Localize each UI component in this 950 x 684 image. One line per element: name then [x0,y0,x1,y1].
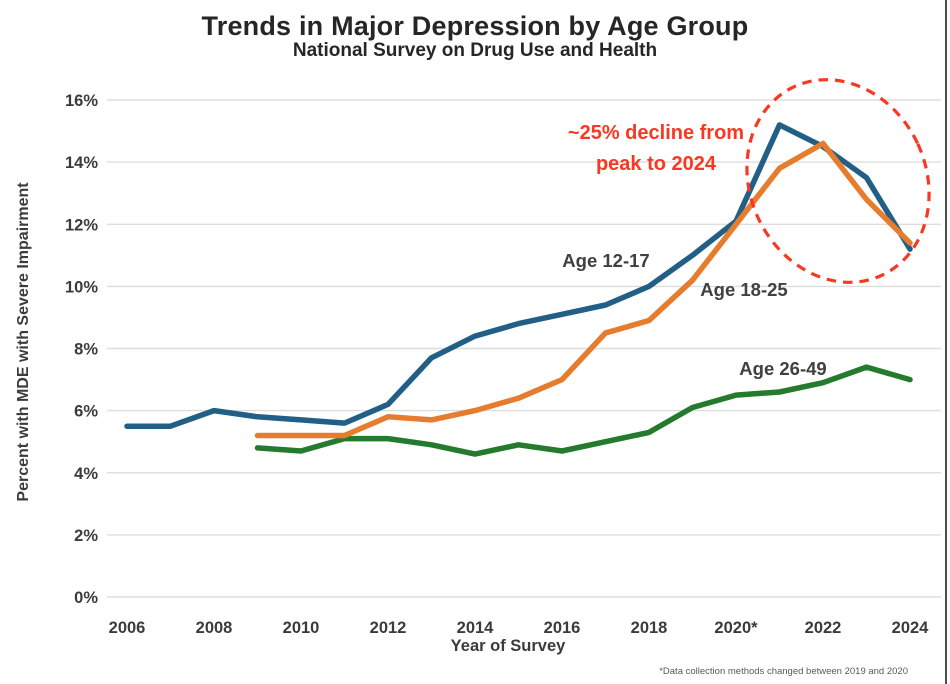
x-tick-label: 2006 [109,619,146,637]
series-line-age-26-49 [254,364,913,457]
y-tick-label: 8% [74,341,98,359]
series-label-age-18-25: Age 18-25 [700,279,787,300]
annotation-line-2: peak to 2024 [596,153,717,175]
y-tick-label: 10% [65,278,98,296]
x-tick-label: 2020* [714,619,758,637]
x-tick-label: 2008 [196,619,233,637]
y-tick-label: 0% [74,589,98,607]
x-tick-label: 2016 [544,619,581,637]
x-tick-label: 2012 [370,619,407,637]
x-axis-title: Year of Survey [450,637,566,655]
y-tick-label: 14% [65,154,98,172]
footnote: *Data collection methods changed between… [659,666,908,677]
x-tick-label: 2024 [892,619,930,637]
chart-title: Trends in Major Depression by Age Group [201,11,749,41]
window-border-right [945,0,947,684]
y-tick-label: 2% [74,527,98,545]
y-tick-label: 6% [74,403,98,421]
y-tick-label: 16% [65,92,98,110]
x-tick-label: 2022 [805,619,842,637]
y-tick-label: 4% [74,465,98,483]
series-line-age-18-25 [254,140,913,439]
series-line-age-12-17 [124,122,913,429]
highlight-ellipse [745,78,931,284]
x-tick-label: 2018 [631,619,668,637]
series-label-age-12-17: Age 12-17 [562,250,649,271]
y-tick-label: 12% [65,216,98,234]
x-tick-label: 2014 [457,619,495,637]
series-label-age-26-49: Age 26-49 [739,358,826,379]
annotation-line-1: ~25% decline from [568,122,744,144]
chart-subtitle: National Survey on Drug Use and Health [292,40,658,61]
x-tick-label: 2010 [283,619,320,637]
